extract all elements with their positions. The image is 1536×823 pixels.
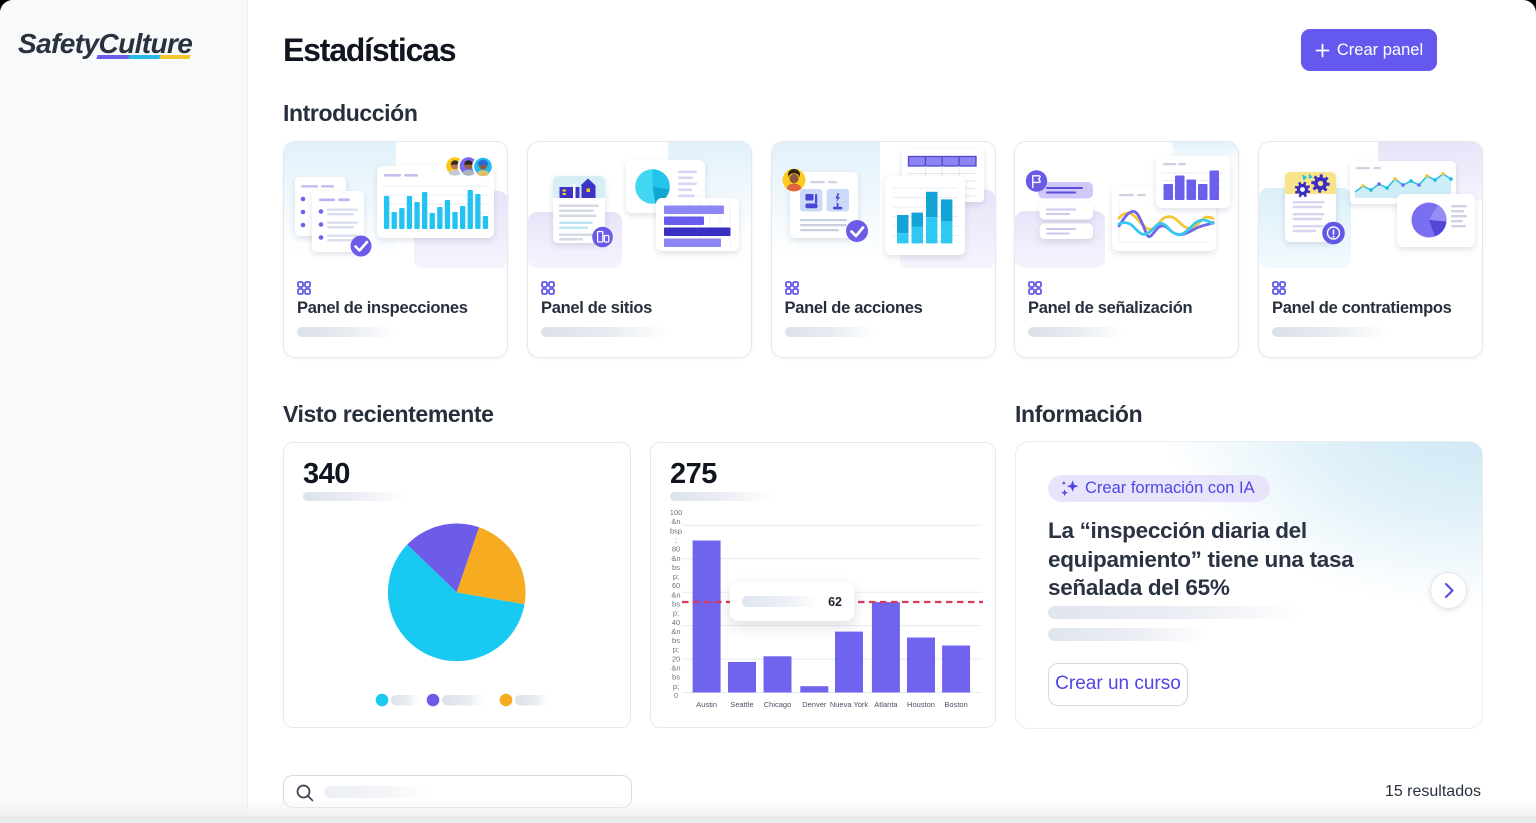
- svg-text:Nueva York: Nueva York: [830, 700, 869, 709]
- svg-text:40: 40: [672, 618, 680, 627]
- svg-text:&n: &n: [671, 627, 680, 636]
- svg-text:80: 80: [672, 545, 680, 554]
- svg-text:p;: p;: [673, 609, 679, 618]
- svg-text:Houston: Houston: [907, 700, 935, 709]
- svg-text:Seattle: Seattle: [730, 700, 753, 709]
- svg-text:Denver: Denver: [802, 700, 827, 709]
- svg-text:&n: &n: [671, 664, 680, 673]
- svg-text:&n: &n: [671, 517, 680, 526]
- svg-text:p;: p;: [673, 572, 679, 581]
- svg-text:Boston: Boston: [944, 700, 967, 709]
- svg-text:100: 100: [670, 508, 683, 517]
- svg-text:p;: p;: [673, 645, 679, 654]
- svg-text:bs: bs: [672, 600, 680, 609]
- svg-text:60: 60: [672, 581, 680, 590]
- svg-text:0: 0: [674, 691, 678, 700]
- svg-text:20: 20: [672, 654, 680, 663]
- svg-text:Chicago: Chicago: [764, 700, 792, 709]
- svg-text:&n: &n: [671, 590, 680, 599]
- svg-text:;: ;: [675, 536, 677, 545]
- svg-text:p;: p;: [673, 682, 679, 691]
- svg-text:Atlanta: Atlanta: [874, 700, 898, 709]
- svg-text:&n: &n: [671, 554, 680, 563]
- svg-text:bs: bs: [672, 673, 680, 682]
- svg-text:bs: bs: [672, 563, 680, 572]
- svg-text:bs: bs: [672, 636, 680, 645]
- svg-text:bsp: bsp: [670, 526, 682, 535]
- svg-text:Austin: Austin: [696, 700, 717, 709]
